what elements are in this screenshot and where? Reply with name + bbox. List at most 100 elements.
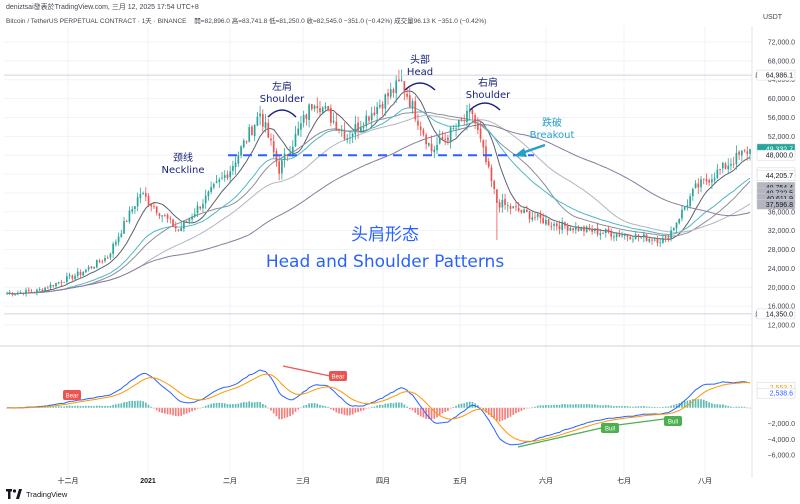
candle-body [74,275,76,280]
candle-body [476,123,479,130]
y-tick-label: 64,000.0 [768,77,795,84]
candle-body [441,136,444,141]
candle-body [381,103,384,109]
symbol-name[interactable]: Bitcoin / TetherUS PERPETUAL CONTRACT · … [6,18,187,25]
macd-histogram-bar [131,400,134,408]
price-tag-value: 49,332.7 [766,146,793,153]
candle-body [455,127,457,129]
divergence-tag-label: Bear [332,375,345,381]
candle-body [71,275,74,279]
macd-histogram-bar [46,406,49,408]
macd-histogram-bar [602,405,604,408]
macd-histogram-bar [528,407,531,409]
x-tick-label: 十二月 [58,476,79,485]
macd-histogram-bar [564,404,566,408]
candle-body [438,137,441,144]
macd-histogram-bar [583,404,585,408]
candle-body [223,175,226,178]
macd-histogram-bar [256,401,259,408]
macd-y-tick-label: −2,000.0 [768,421,796,428]
macd-histogram-bar [577,404,580,408]
candle-body [485,146,487,162]
candle-body [403,81,406,93]
macd-histogram-bar [700,399,702,408]
candle-body [264,122,267,128]
divergence-tag-box [63,390,81,400]
macd-histogram-bar [672,404,675,408]
candle-body [512,206,515,209]
candle-body [607,229,610,233]
head-label-en: Head [407,67,433,78]
macd-histogram-bar [351,407,354,415]
candle-body [637,234,640,238]
macd-histogram-bar [708,402,711,408]
macd-histogram-bar [406,406,408,408]
candle-body [678,218,681,224]
macd-histogram-bar [498,407,501,422]
macd-histogram-bar [411,407,414,411]
candle-body [66,276,68,282]
macd-histogram-bar [618,406,621,408]
right-shoulder-label-cn: 右肩 [478,76,498,89]
macd-histogram-bar [749,407,751,409]
candle-body [694,183,697,188]
macd-histogram-bar [550,405,553,408]
candle-body [553,223,555,226]
y-tick-label: 56,000.0 [768,115,795,122]
macd-histogram-bar [506,407,509,419]
candle-body [46,287,49,289]
breakout-arrow-shaft [521,143,546,155]
candle-body [721,162,724,169]
candle-body [686,205,689,207]
candle-body [419,126,422,131]
macd-histogram-bar [645,406,648,408]
candle-body [365,115,368,127]
y-tick-label: 68,000.0 [768,58,795,65]
candle-body [150,204,153,207]
y-tick-label: 36,000.0 [768,209,795,216]
candle-body [139,193,142,199]
candle-body [300,123,302,130]
macd-histogram-bar [664,406,667,408]
candle-body [724,163,727,169]
macd-histogram-bar [368,407,370,409]
candle-body [30,291,33,293]
candle-body [662,237,664,243]
candle-body [199,206,202,209]
candle-body [523,209,525,214]
macd-histogram-bar [41,407,44,408]
candle-body [411,101,414,108]
macd-histogram-bar [305,404,308,408]
macd-histogram-bar [632,406,634,408]
divergence-tag-label: Bull [605,427,615,433]
macd-histogram-bar [142,401,144,408]
chart-title: 头肩形态 [351,225,419,245]
candle-body [351,133,354,137]
candle-body [281,160,283,174]
candle-body [166,214,169,219]
macd-value-label: 2,538.6 [770,391,793,398]
macd-histogram-bar [466,402,468,408]
candle-body [719,168,721,170]
y-tick-label: 12,000.0 [768,323,795,330]
macd-histogram-bar [667,406,670,408]
macd-histogram-bar [144,402,147,408]
candle-body [229,171,232,178]
macd-histogram-bar [207,404,210,408]
macd-histogram-bar [692,399,694,408]
candle-body [142,192,144,194]
candle-body [425,134,427,145]
macd-histogram-bar [683,401,686,408]
candle-body [389,89,392,97]
chart-subtitle: Head and Shoulder Patterns [266,252,505,272]
macd-histogram-bar [55,406,57,408]
candle-body [632,239,634,241]
macd-histogram-bar [626,406,629,408]
candle-body [180,227,183,232]
macd-histogram-bar [384,403,387,408]
footer-brand[interactable]: TradingView [26,489,68,499]
breakout-label-cn: 跌破 [542,116,562,129]
candle-body [11,293,14,295]
candle-body [436,144,438,151]
